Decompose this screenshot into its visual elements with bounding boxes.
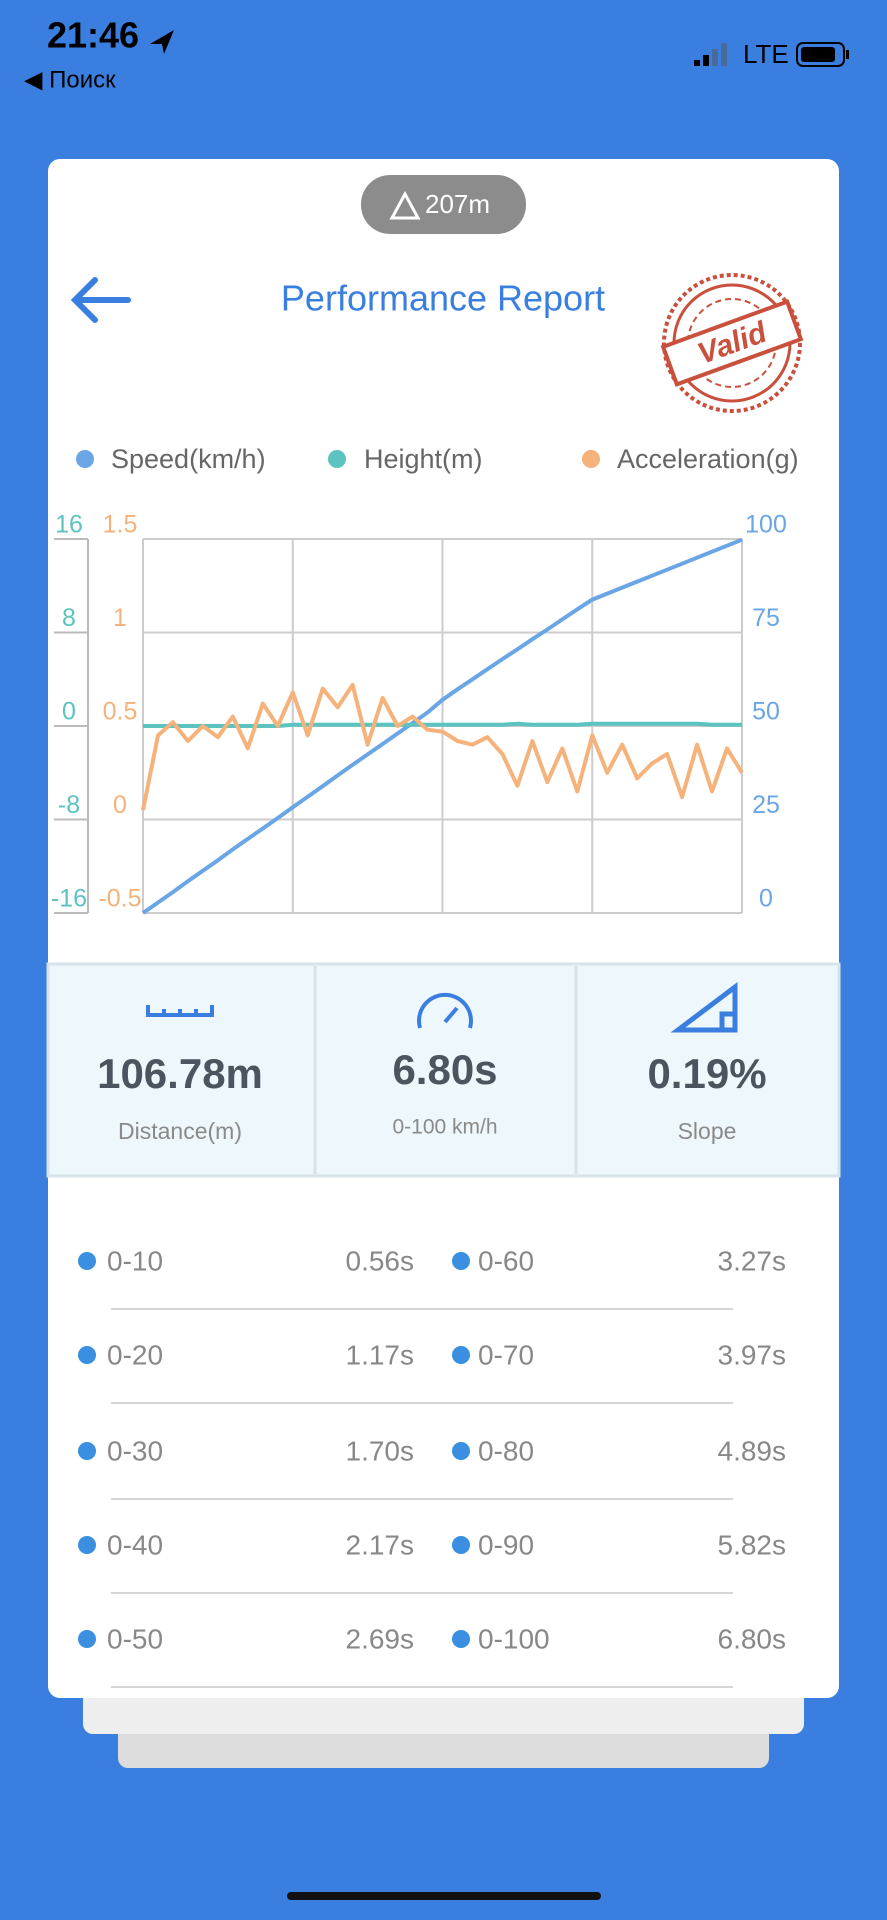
- split-label: 0-10: [107, 1245, 163, 1276]
- split-time: 0.56s: [346, 1245, 415, 1276]
- gauge-icon: [417, 992, 473, 1029]
- split-time: 6.80s: [718, 1623, 787, 1654]
- y3-tick-label: 0: [113, 791, 127, 819]
- chart: 0 25 50 75 100 -16 -8 0 8 16 -0.5 0 0.5 1 1.5: [51, 511, 787, 915]
- split-time: 3.27s: [718, 1245, 787, 1276]
- legend-swatch: [328, 450, 346, 468]
- split-time: 1.17s: [346, 1339, 415, 1370]
- split-label: 0-20: [107, 1339, 163, 1370]
- legend-swatch: [76, 450, 94, 468]
- y-tick-label: 0: [759, 885, 773, 913]
- y3-tick-label: 1.5: [103, 511, 138, 539]
- split-label: 0-80: [478, 1435, 534, 1466]
- stats-panel: [46, 962, 841, 1178]
- y-tick-label: 100: [745, 511, 787, 539]
- stat-label: Distance(m): [118, 1118, 242, 1144]
- altitude-text: 207m: [425, 189, 490, 219]
- split-dot: [452, 1252, 470, 1270]
- splits-table: 0-10 0.56s 0-20 1.17s 0-30 1.70s 0-40 2.17s 0-50…: [78, 1245, 787, 1688]
- back-to-search[interactable]: ◀ Поиск: [24, 66, 116, 93]
- split-label: 0-90: [478, 1529, 534, 1560]
- legend-label[interactable]: Acceleration(g): [617, 444, 799, 474]
- y-tick-label: 75: [752, 604, 780, 632]
- y2-tick-label: -16: [51, 885, 87, 913]
- split-time: 2.17s: [346, 1529, 415, 1560]
- stat-value: 106.78m: [97, 1050, 263, 1097]
- y3-tick-label: 0.5: [103, 698, 138, 726]
- status-time: 21:46: [47, 15, 139, 56]
- ruler-icon: [146, 1005, 214, 1017]
- slope-icon: [670, 981, 738, 1033]
- split-time: 1.70s: [346, 1435, 415, 1466]
- stat-value: 0.19%: [647, 1050, 766, 1097]
- split-label: 0-100: [478, 1623, 550, 1654]
- split-dot: [452, 1536, 470, 1554]
- back-arrow[interactable]: [70, 277, 131, 323]
- y2-tick-label: 8: [62, 604, 76, 632]
- stat-label: Slope: [678, 1118, 737, 1144]
- battery-icon: [796, 42, 849, 67]
- y3-tick-label: -0.5: [98, 885, 141, 913]
- y2-tick-label: 16: [55, 511, 83, 539]
- location-icon: [150, 30, 174, 54]
- split-label: 0-30: [107, 1435, 163, 1466]
- split-label: 0-60: [478, 1245, 534, 1276]
- split-dot: [452, 1346, 470, 1364]
- legend-label[interactable]: Height(m): [364, 444, 483, 474]
- split-dot: [78, 1252, 96, 1270]
- split-dot: [78, 1630, 96, 1648]
- split-label: 0-50: [107, 1623, 163, 1654]
- legend-swatch: [582, 450, 600, 468]
- split-label: 0-40: [107, 1529, 163, 1560]
- split-dot: [78, 1346, 96, 1364]
- split-dot: [452, 1630, 470, 1648]
- split-dot: [78, 1442, 96, 1460]
- stat-label: 0-100 km/h: [392, 1116, 497, 1139]
- y2-tick-label: -8: [58, 791, 80, 819]
- split-time: 5.82s: [718, 1529, 787, 1560]
- series-line: [143, 721, 742, 728]
- split-dot: [452, 1442, 470, 1460]
- y3-tick-label: 1: [113, 604, 127, 632]
- mountain-icon: [389, 190, 421, 220]
- series-line: [141, 537, 743, 915]
- legend-label[interactable]: Speed(km/h): [111, 444, 266, 474]
- network-label: LTE: [743, 39, 789, 69]
- series-line: [141, 682, 744, 811]
- split-time: 3.97s: [718, 1339, 787, 1370]
- page-title: Performance Report: [281, 278, 605, 319]
- card: [48, 159, 839, 1698]
- y2-tick-label: 0: [62, 698, 76, 726]
- stat-value: 6.80s: [392, 1046, 497, 1093]
- y-tick-label: 50: [752, 698, 780, 726]
- signal-icon: [694, 43, 727, 66]
- home-indicator: [287, 1892, 601, 1900]
- split-dot: [78, 1536, 96, 1554]
- y-tick-label: 25: [752, 791, 780, 819]
- split-time: 2.69s: [346, 1623, 415, 1654]
- split-time: 4.89s: [718, 1435, 787, 1466]
- split-label: 0-70: [478, 1339, 534, 1370]
